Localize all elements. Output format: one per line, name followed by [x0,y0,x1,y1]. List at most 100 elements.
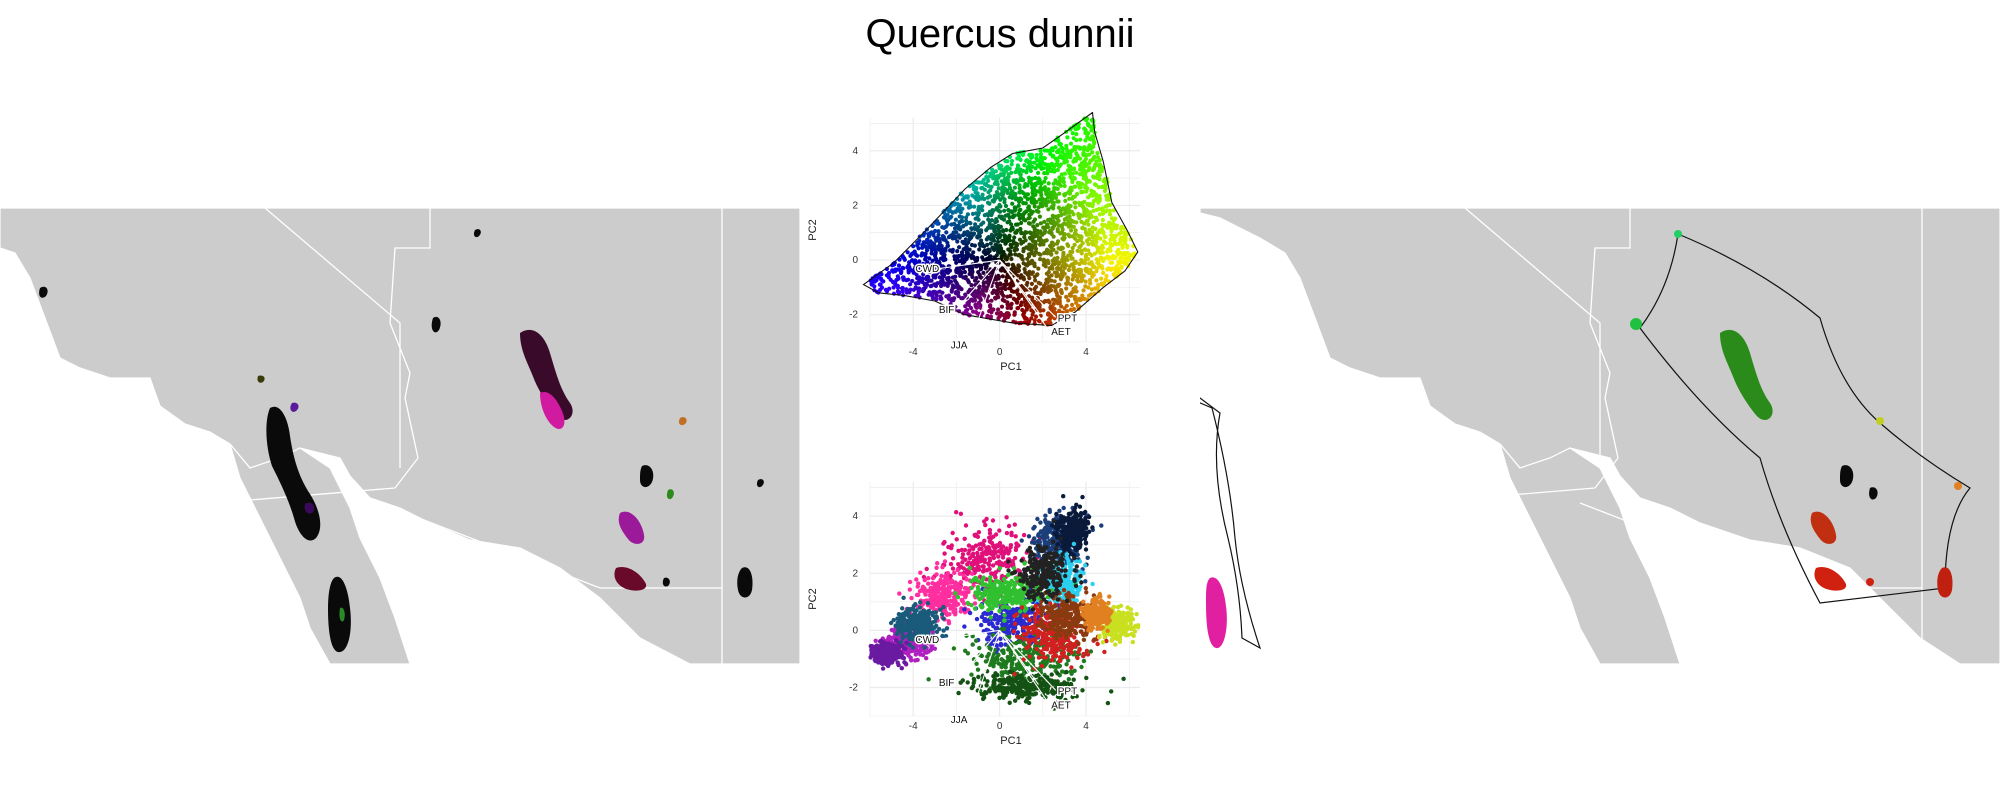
data-point [1062,265,1067,270]
data-point [996,186,1001,191]
data-point [985,235,990,240]
data-point [1001,293,1006,298]
data-point [1026,682,1031,688]
data-point [1071,306,1077,312]
data-point [960,253,965,258]
data-point [1082,210,1087,215]
data-point [990,518,996,523]
data-point [980,196,985,201]
data-point [1056,148,1061,153]
data-point [971,657,977,662]
data-point [1067,537,1073,542]
data-point [961,241,966,246]
data-point [1014,691,1019,696]
data-point [1005,190,1010,195]
data-point [987,548,992,553]
data-point [1100,206,1105,211]
data-point [1012,235,1017,240]
data-point [969,571,975,576]
data-point [1012,555,1018,561]
data-point [1109,689,1114,694]
data-point [1051,234,1056,239]
data-point [1034,208,1039,213]
data-point [1016,203,1021,208]
data-point [1100,250,1105,255]
data-point [1014,243,1019,248]
data-point [926,576,931,581]
data-point [1085,147,1090,152]
data-point [998,192,1004,197]
data-point [971,551,976,556]
data-point [1023,201,1028,206]
data-point [1057,175,1062,180]
data-point [976,530,982,535]
data-point [1093,233,1098,238]
data-point [1030,692,1035,697]
data-point [1004,591,1009,596]
data-point [945,244,950,249]
data-point [1018,172,1023,177]
data-point [1055,199,1060,204]
data-point [1016,543,1021,548]
data-point [1085,134,1090,139]
data-point [982,187,987,192]
data-point [900,275,906,280]
data-point [1059,245,1064,250]
data-point [1006,586,1011,591]
data-point [1036,205,1041,210]
data-point [1076,522,1081,527]
data-point [1032,187,1037,192]
data-point [1009,192,1014,197]
data-point [1000,274,1005,279]
data-point [920,251,925,256]
data-point [1032,204,1037,209]
data-point [1033,192,1038,197]
x-tick-label: 4 [1083,347,1089,358]
data-point [1077,181,1082,186]
data-point [1072,166,1077,171]
data-point [1018,293,1023,298]
data-point [1034,314,1039,319]
data-point [1114,223,1120,228]
data-point [1062,171,1067,176]
data-point [1052,164,1057,169]
data-point [967,287,972,292]
data-point [972,225,977,231]
data-point [998,643,1004,648]
data-point [944,230,949,235]
data-point [1019,189,1024,194]
data-point [1101,231,1106,236]
data-point [977,180,982,185]
data-point [920,584,926,589]
data-point [1051,247,1056,252]
data-point [1054,274,1059,279]
data-point [954,585,959,590]
data-point [1125,245,1130,250]
data-point [1042,288,1047,294]
data-point [960,197,965,202]
data-point [926,292,931,297]
data-point [1047,193,1053,198]
data-point [983,522,988,528]
data-point [998,616,1004,621]
data-point [1003,662,1008,667]
data-point [1068,293,1073,298]
data-point [1068,149,1073,154]
data-point [932,581,937,587]
data-point [975,550,980,556]
data-point [1075,126,1080,131]
data-point [1075,248,1080,253]
data-point [1114,269,1119,274]
data-point [1072,289,1077,294]
data-point [1090,262,1095,267]
data-point [1008,282,1013,287]
data-point [995,249,1001,254]
data-point [1024,307,1029,312]
data-point [957,220,962,225]
data-point [990,223,995,228]
data-point [984,516,989,522]
data-point [953,209,958,214]
data-point [980,569,986,574]
data-point [998,281,1003,286]
data-point [1009,301,1014,306]
